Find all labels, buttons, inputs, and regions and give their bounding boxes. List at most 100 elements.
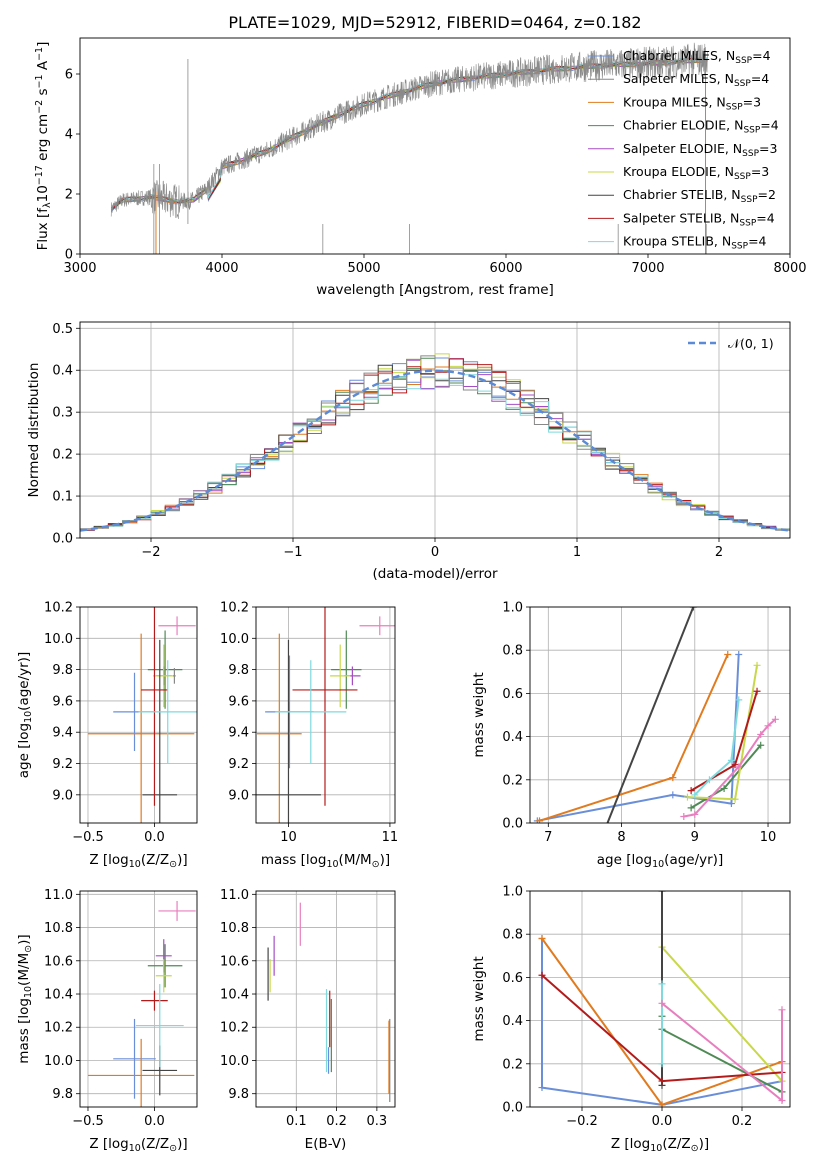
y-tick-label: 0.5: [52, 322, 73, 337]
legend-entry: Salpeter MILES, NSSP=4: [623, 71, 769, 89]
legend-entry: Salpeter STELIB, NSSP=4: [623, 210, 775, 228]
legend-entry: Kroupa MILES, NSSP=3: [623, 94, 761, 112]
weight_vs_age-marks: [533, 607, 779, 823]
y-tick-label: 10.2: [44, 601, 73, 616]
y-tick-label: 0.8: [502, 644, 523, 659]
mass_vs_ebv-frame: [255, 890, 396, 1108]
label-text: )]: [177, 1136, 188, 1152]
y-tick-label: 10.4: [44, 988, 73, 1003]
errorbar-point: [256, 639, 321, 823]
y-tick-label: 0.0: [502, 817, 523, 832]
spectrum-frame: [79, 37, 791, 255]
subscript: λ: [42, 202, 53, 208]
x-tick-label: 0.0: [144, 830, 165, 845]
legend-sub: SSP: [726, 102, 743, 112]
y-tick-label: 0.6: [502, 971, 523, 986]
weight-marker: [658, 891, 666, 895]
mass_vs_Z-marks: [87, 900, 196, 1107]
weight-series-line: [541, 938, 783, 1106]
x-axis-label: mass [log10(M/M⊙)]: [261, 852, 390, 870]
legend-tail: =2: [758, 187, 776, 202]
label-text: Normed distribution: [26, 363, 42, 498]
legend-sub: SSP: [743, 126, 760, 136]
errorbar-point: [141, 607, 168, 806]
weight-marker: [691, 810, 699, 818]
legend-tail: =4: [751, 71, 769, 86]
errorbar-point: [142, 639, 178, 823]
legend-sub: SSP: [734, 172, 751, 182]
weight-marker: [538, 1084, 546, 1092]
y-tick-label: 0.4: [502, 1014, 523, 1029]
y-tick-label: 0.2: [52, 448, 73, 463]
y-tick-label: 9.0: [52, 788, 73, 803]
y-tick-label: 0.0: [502, 1101, 523, 1116]
errorbar-point: [292, 607, 358, 806]
subscript: 10: [326, 859, 338, 870]
legend-label: Salpeter ELODIE, N: [623, 141, 742, 156]
y-tick-label: 11.0: [44, 888, 73, 903]
y-tick-label: 10.2: [44, 1021, 73, 1036]
legend-entry: Salpeter ELODIE, NSSP=3: [623, 141, 777, 159]
weight-marker: [757, 741, 765, 749]
y-axis-label: Normed distribution: [26, 363, 42, 498]
errorbar-point: [147, 944, 183, 988]
legend-label: Chabrier MILES, N: [623, 48, 735, 63]
y-tick-label: 4: [65, 128, 73, 143]
age_vs_Z-axes: −0.5 0.0 9.0 9.2 9.4 9.6 9.8 10.0 10.2: [44, 601, 197, 845]
age_vs_mass-marks: [256, 607, 395, 823]
x-tick-label: 0.2: [326, 1114, 347, 1129]
x-tick-label: 11: [382, 830, 399, 845]
y-tick-label: 10.0: [220, 1054, 249, 1069]
x-tick-label: 10: [760, 830, 777, 845]
y-tick-label: 9.8: [52, 663, 73, 678]
weight-series-line: [661, 946, 783, 1082]
weight-marker: [724, 651, 732, 659]
y-tick-label: 9.2: [228, 757, 249, 772]
weight-marker: [658, 999, 666, 1007]
label-text: (Z/Z: [141, 852, 169, 868]
label-text: )]: [380, 852, 391, 868]
y-tick-label: 0.4: [502, 730, 523, 745]
data-spectrum-line: [110, 42, 708, 220]
y-tick-label: 9.8: [228, 663, 249, 678]
weight-marker: [735, 651, 743, 659]
x-tick-label: 2: [715, 545, 723, 560]
y-tick-label: 0.6: [502, 687, 523, 702]
legend-tail: =4: [760, 118, 778, 133]
label-text: ]: [35, 42, 51, 47]
residuals-frame: [79, 321, 791, 539]
x-tick-label: −2: [141, 545, 160, 560]
weight-marker: [753, 687, 761, 695]
legend-tail: =3: [759, 141, 777, 156]
x-tick-label: 4000: [205, 261, 238, 276]
legend-sub: SSP: [731, 242, 748, 252]
errorbar-point: [135, 984, 184, 1068]
legend-entry: Kroupa STELIB, NSSP=4: [623, 234, 767, 252]
weight-marker: [771, 715, 779, 723]
weight-series-line: [606, 607, 695, 823]
x-axis-label: age [log10(age/yr)]: [597, 852, 723, 870]
legend-label: Salpeter STELIB, N: [623, 210, 739, 225]
residual-histogram: [80, 355, 790, 533]
subscript: ⊙: [169, 859, 177, 870]
subscript: 10: [23, 711, 34, 723]
y-tick-label: 9.8: [52, 1087, 73, 1102]
errorbar-point: [155, 959, 172, 993]
weight_vs_age-frame: [529, 606, 791, 824]
legend-label: Chabrier STELIB, N: [623, 187, 741, 202]
legend-label: Salpeter MILES, N: [623, 71, 734, 86]
label-text: wavelength [Angstrom, rest frame]: [316, 282, 554, 298]
x-tick-label: 8000: [773, 261, 806, 276]
weight-marker: [669, 774, 677, 782]
legend-label: Kroupa STELIB, N: [623, 234, 731, 249]
subscript: 10: [650, 1143, 662, 1154]
errorbar-point: [158, 616, 196, 636]
weight_vs_Z-marks: [538, 891, 786, 1107]
weight-marker: [538, 935, 546, 943]
weight-marker: [658, 1077, 666, 1085]
label-text: Z [log: [611, 1136, 650, 1152]
y-tick-label: 10.4: [220, 988, 249, 1003]
errorbar-point: [87, 1038, 195, 1107]
y-tick-label: 10.6: [220, 954, 249, 969]
